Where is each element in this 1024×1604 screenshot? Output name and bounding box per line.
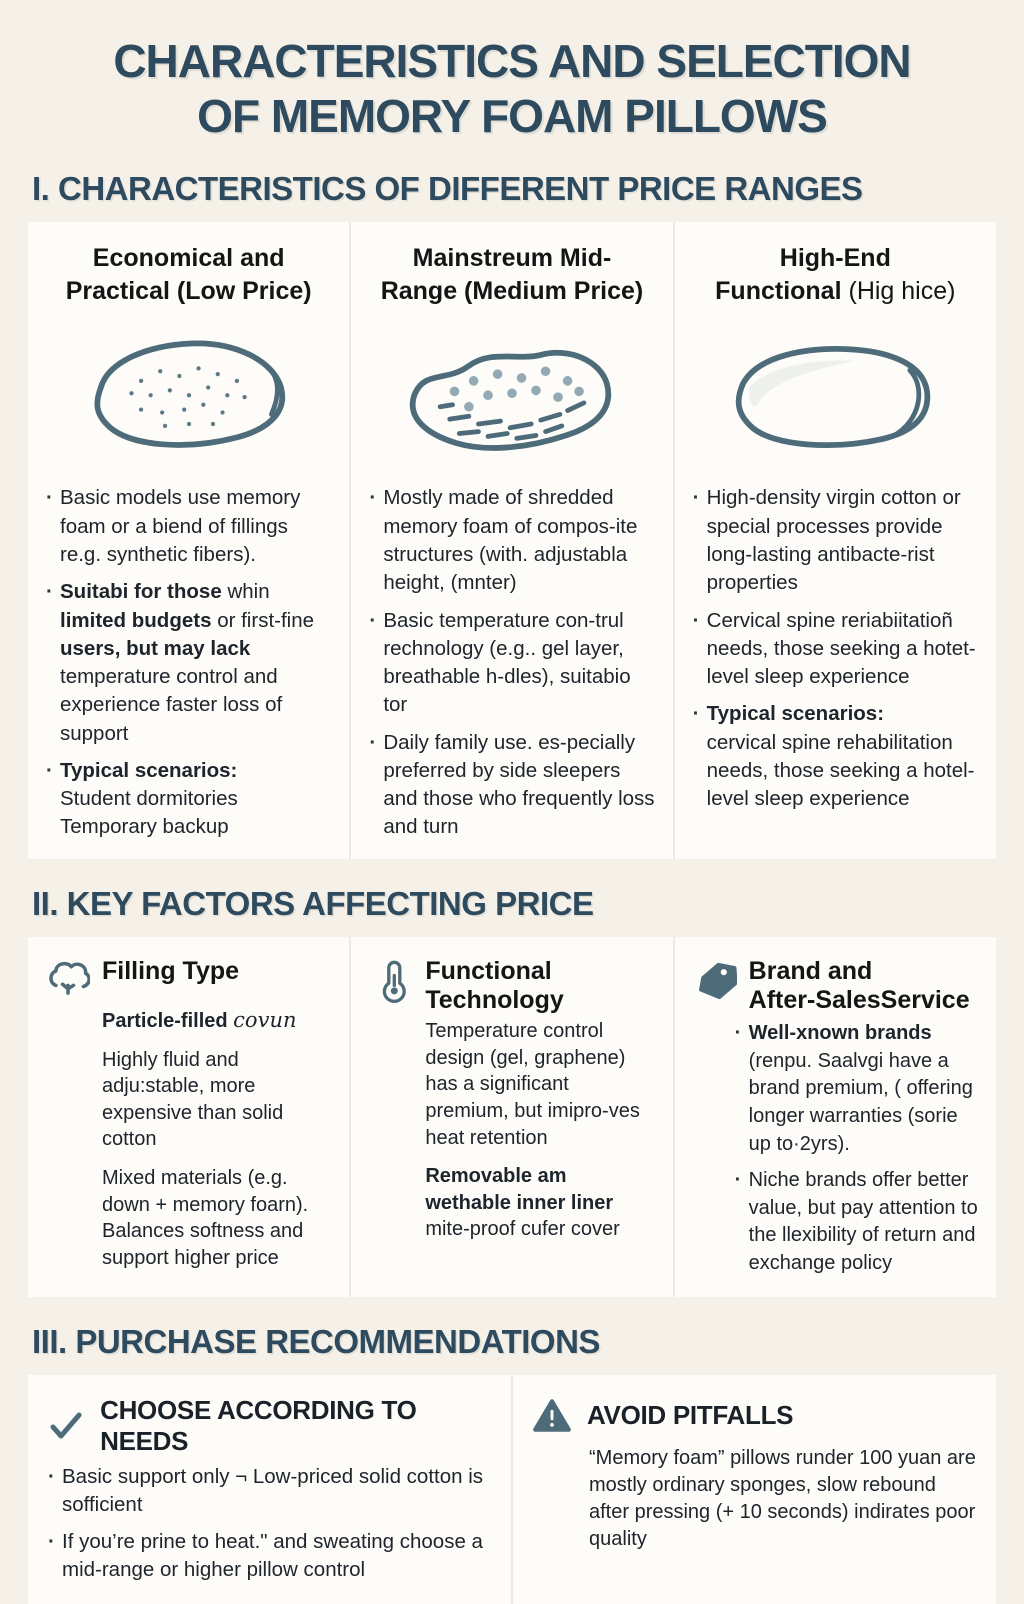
low-price-bullet-list: Basic models use memory foam or a biend … (44, 484, 333, 841)
section3-heading: III. PURCHASE RECOMMENDATIONS (32, 1322, 600, 1360)
price-range-column-low: Economical and Practical (Low Price) (28, 222, 349, 858)
thermometer-icon (383, 960, 407, 1003)
key-factors-panel: Filling Type Particle-filled covun Highl… (28, 936, 996, 1297)
contour-pillow-illustration (736, 346, 931, 449)
factor-technology-p2-normal: mite-proof cufer cover (425, 1218, 620, 1241)
recommendation-avoid: AVOID PITFALLS “Memory foam” pillows run… (511, 1374, 996, 1604)
factor-filling-type: Filling Type Particle-filled covun Highl… (28, 937, 349, 1297)
list-item: Well-xnown brands (renpu. Saalvgi have a… (733, 1020, 978, 1158)
factor-title-technology: Functional Technology (425, 956, 564, 1014)
column-title-low-line2: Practical (Low Price) (65, 276, 312, 305)
column-title-mid-line2: Range (Medium Price) (380, 276, 644, 305)
factor-technology-p1: Temperature control design (gel, graphen… (425, 1020, 640, 1149)
column-title-high-line2-bold: Functional (715, 276, 842, 305)
avoid-title: AVOID PITFALLS (587, 1400, 794, 1431)
list-item: Suitabi for those whin limited budgets o… (44, 578, 333, 748)
list-item: Basic models use memory foam or a biend … (44, 484, 333, 569)
choose-bullet-list: Basic support only ¬ Low-priced solid co… (46, 1463, 493, 1585)
recommendation-choose: CHOOSE ACCORDING TO NEEDS Basic support … (28, 1375, 511, 1604)
checkmark-icon (50, 1412, 82, 1439)
factor-title-brand: Brand and After-SalesService (748, 956, 970, 1014)
section1-heading: I. CHARACTERISTICS OF DIFFERENT PRICE RA… (32, 170, 863, 208)
avoid-body: “Memory foam” pillows runder 100 yuan ar… (589, 1445, 978, 1553)
pillow-dots (129, 366, 247, 429)
factor-brand-service: Brand and After-SalesService Well-xnown … (672, 936, 996, 1297)
list-item: Cervical spine reriabiitatioñ needs, tho… (691, 607, 980, 692)
page-title-line2: OF MEMORY FOAM PILLOWS (197, 90, 828, 143)
list-item: Typical scenarios: Student dormitories T… (44, 757, 333, 842)
recommendations-panel: CHOOSE ACCORDING TO NEEDS Basic support … (28, 1374, 996, 1604)
factor-filling-lead: Particle-filled (102, 1009, 228, 1032)
column-title-high: High-End Functional (Hig hice) (691, 242, 980, 312)
avoid-paragraph: “Memory foam” pillows runder 100 yuan ar… (589, 1446, 976, 1550)
pillow-shred-dashes (437, 400, 587, 442)
factor-functional-technology: Functional Technology Temperature contro… (349, 936, 672, 1297)
section2-heading: II. KEY FACTORS AFFECTING PRICE (32, 884, 594, 922)
factor-title-filling: Filling Type (102, 956, 240, 985)
factor-technology-p2-bold: Removable am wethable inner liner (425, 1165, 614, 1214)
list-item: Basic temperature con-trul rechnology (e… (367, 607, 656, 720)
factor-filling-p1: Highly fluid and adju:stable, more expen… (102, 1048, 284, 1151)
list-item: Typical scenarios: cervical spine rehabi… (691, 700, 980, 813)
list-item: If you’re prine to heat." and sweating c… (46, 1528, 493, 1585)
column-title-high-line2-normal: (Hig hice) (848, 276, 956, 305)
price-range-column-mid: Mainstreum Mid- Range (Medium Price) (349, 222, 672, 859)
factor-filling-p2: Mixed materials (e.g. down + memory foar… (102, 1167, 309, 1269)
brand-bullet-list: Well-xnown brands (renpu. Saalvgi have a… (733, 1020, 978, 1277)
warning-icon (533, 1398, 571, 1432)
cotton-icon (49, 961, 90, 995)
factor-filling-lead-script: covun (233, 1007, 297, 1032)
list-item: High-density virgin cotton or special pr… (691, 484, 980, 597)
high-price-bullet-list: High-density virgin cotton or special pr… (691, 484, 980, 813)
column-title-mid: Mainstreum Mid- Range (Medium Price) (367, 242, 656, 312)
list-item: Basic support only ¬ Low-priced solid co… (46, 1463, 493, 1520)
price-range-column-high: High-End Functional (Hig hice) High-dens… (672, 222, 996, 859)
page-title-line1: CHARACTERISTICS AND SELECTION (113, 35, 911, 87)
list-item: Mostly made of shredded memory foam of c… (367, 484, 656, 597)
column-title-low-line1: Economical and (92, 244, 285, 273)
column-title-low: Economical and Practical (Low Price) (44, 242, 333, 312)
infographic-page: CHARACTERISTICS AND SELECTION OF MEMORY … (0, 0, 1024, 1536)
factor-filling-body: Particle-filled covun Highly fluid and a… (102, 1007, 331, 1272)
list-item: Niche brands offer better value, but pay… (733, 1167, 978, 1277)
pillow-shred-dots (449, 366, 584, 412)
column-title-mid-line1: Mainstreum Mid- (412, 244, 612, 273)
list-item: Daily family use. es-pecially preferred … (367, 729, 656, 842)
factor-technology-body: Temperature control design (gel, graphen… (425, 1018, 654, 1243)
choose-title: CHOOSE ACCORDING TO NEEDS (100, 1394, 417, 1456)
mid-price-bullet-list: Mostly made of shredded memory foam of c… (367, 484, 656, 841)
column-title-high-line1: High-End (779, 244, 891, 273)
dotted-pillow-illustration (94, 340, 285, 449)
price-tag-icon (698, 962, 737, 999)
shredded-pillow-illustration (409, 350, 612, 452)
page-title: CHARACTERISTICS AND SELECTION OF MEMORY … (28, 34, 996, 144)
price-ranges-panel: Economical and Practical (Low Price) (28, 222, 996, 859)
